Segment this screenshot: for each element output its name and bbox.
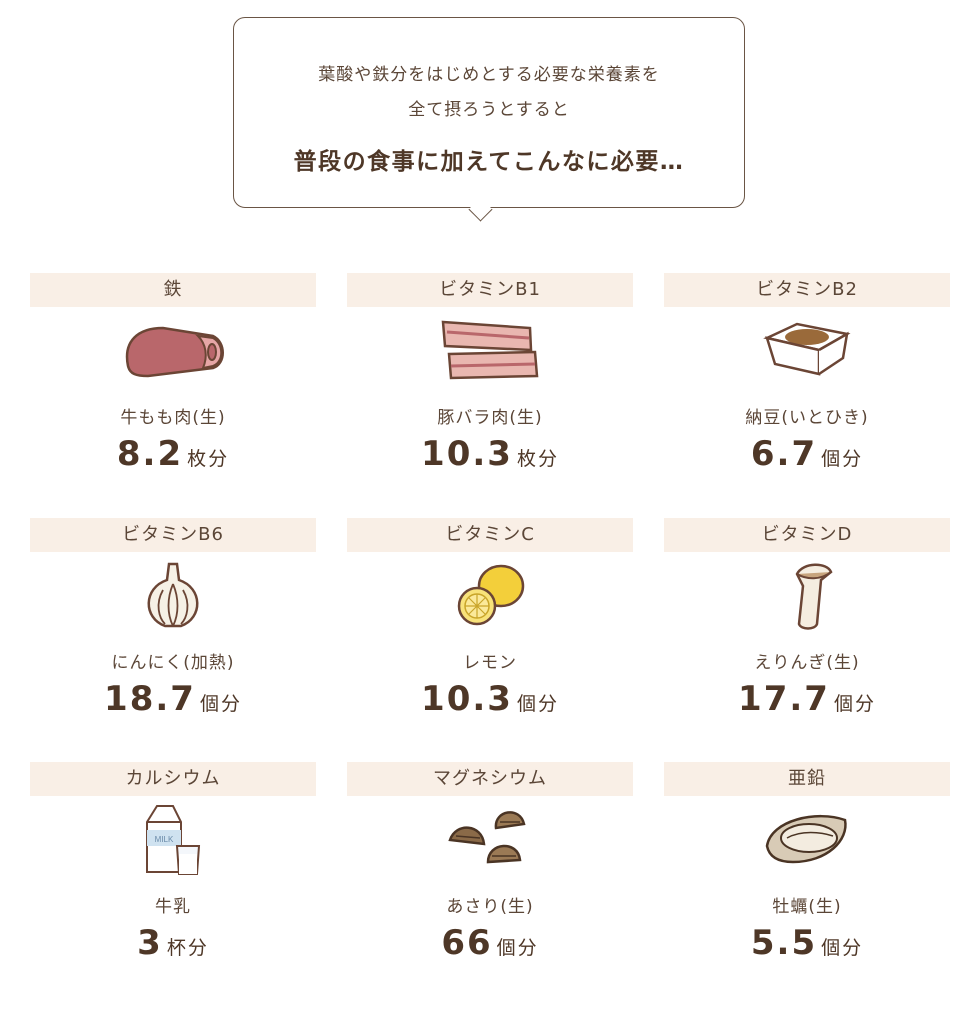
nutrient-header: ビタミンD [664,518,950,552]
nutrient-header: ビタミンB6 [30,518,316,552]
intro-line-1: 葉酸や鉄分をはじめとする必要な栄養素を [318,65,660,85]
beef-icon [30,307,316,395]
amount-number: 17.7 [738,679,830,719]
eryngii-mushroom-icon [664,552,950,640]
amount: 10.3 個分 [347,679,633,719]
food-name: 牛乳 [155,897,191,917]
nutrient-card: ビタミンB1 豚バラ肉(生) 10.3 枚分 [347,273,633,493]
natto-icon [664,307,950,395]
food-name: 納豆(いとひき) [745,408,869,428]
amount-number: 5.5 [750,923,818,963]
food-name: 牡蠣(生) [772,897,842,917]
amount-number: 10.3 [421,679,513,719]
amount-unit: 枚分 [187,448,230,470]
food-name: レモン [463,653,517,673]
amount-unit: 個分 [516,693,559,715]
amount-unit: 個分 [833,693,876,715]
amount-number: 6.7 [750,434,818,474]
nutrient-card: カルシウム MILK 牛乳 3 杯分 [30,762,316,982]
amount-unit: 枚分 [516,448,559,470]
amount-unit: 個分 [821,937,864,959]
food-name: 牛もも肉(生) [120,408,226,428]
lemon-icon [347,552,633,640]
nutrient-header: 亜鉛 [664,762,950,796]
intro-line-2: 全て摂ろうとすると [408,100,570,120]
amount: 5.5 個分 [664,923,950,963]
amount-unit: 個分 [199,693,242,715]
amount: 8.2 枚分 [30,434,316,474]
clam-icon [347,796,633,884]
garlic-icon [30,552,316,640]
amount-number: 66 [441,923,493,963]
nutrient-card: ビタミンB6 にんにく(加熱) 18.7 個分 [30,518,316,738]
amount-unit: 個分 [496,937,539,959]
nutrient-card: ビタミンB2 納豆(いとひき) 6.7 個分 [664,273,950,493]
nutrient-header: カルシウム [30,762,316,796]
amount-unit: 杯分 [166,937,209,959]
oyster-icon [664,796,950,884]
nutrient-card: ビタミンC レモン 10.3 個分 [347,518,633,738]
amount: 10.3 枚分 [347,434,633,474]
nutrient-header: 鉄 [30,273,316,307]
amount: 3 杯分 [30,923,316,963]
amount-number: 3 [137,923,163,963]
nutrient-header: ビタミンC [347,518,633,552]
amount: 66 個分 [347,923,633,963]
amount-unit: 個分 [821,448,864,470]
nutrient-header: ビタミンB1 [347,273,633,307]
nutrient-card: ビタミンD えりんぎ(生) 17.7 個分 [664,518,950,738]
food-name: にんにく(加熱) [111,653,235,673]
nutrient-header: ビタミンB2 [664,273,950,307]
nutrient-card: 鉄 牛もも肉(生) 8.2 枚分 [30,273,316,493]
nutrient-header: マグネシウム [347,762,633,796]
amount: 18.7 個分 [30,679,316,719]
intro-emphasis: 普段の食事に加えてこんなに必要… [293,149,685,175]
bubble-tail [468,197,493,222]
amount-number: 18.7 [104,679,196,719]
food-name: あさり(生) [446,897,534,917]
nutrient-card: マグネシウム あさり(生) 66 個分 [347,762,633,982]
amount: 6.7 個分 [664,434,950,474]
nutrient-card: 亜鉛 牡蠣(生) 5.5 個分 [664,762,950,982]
pork-belly-icon [347,307,633,395]
milk-carton-label: MILK [155,835,174,844]
amount-number: 8.2 [116,434,184,474]
milk-icon: MILK [30,796,316,884]
amount-number: 10.3 [421,434,513,474]
speech-bubble: 葉酸や鉄分をはじめとする必要な栄養素を 全て摂ろうとすると 普段の食事に加えてこ… [233,17,745,222]
food-name: えりんぎ(生) [754,653,860,673]
food-name: 豚バラ肉(生) [437,408,543,428]
amount: 17.7 個分 [664,679,950,719]
